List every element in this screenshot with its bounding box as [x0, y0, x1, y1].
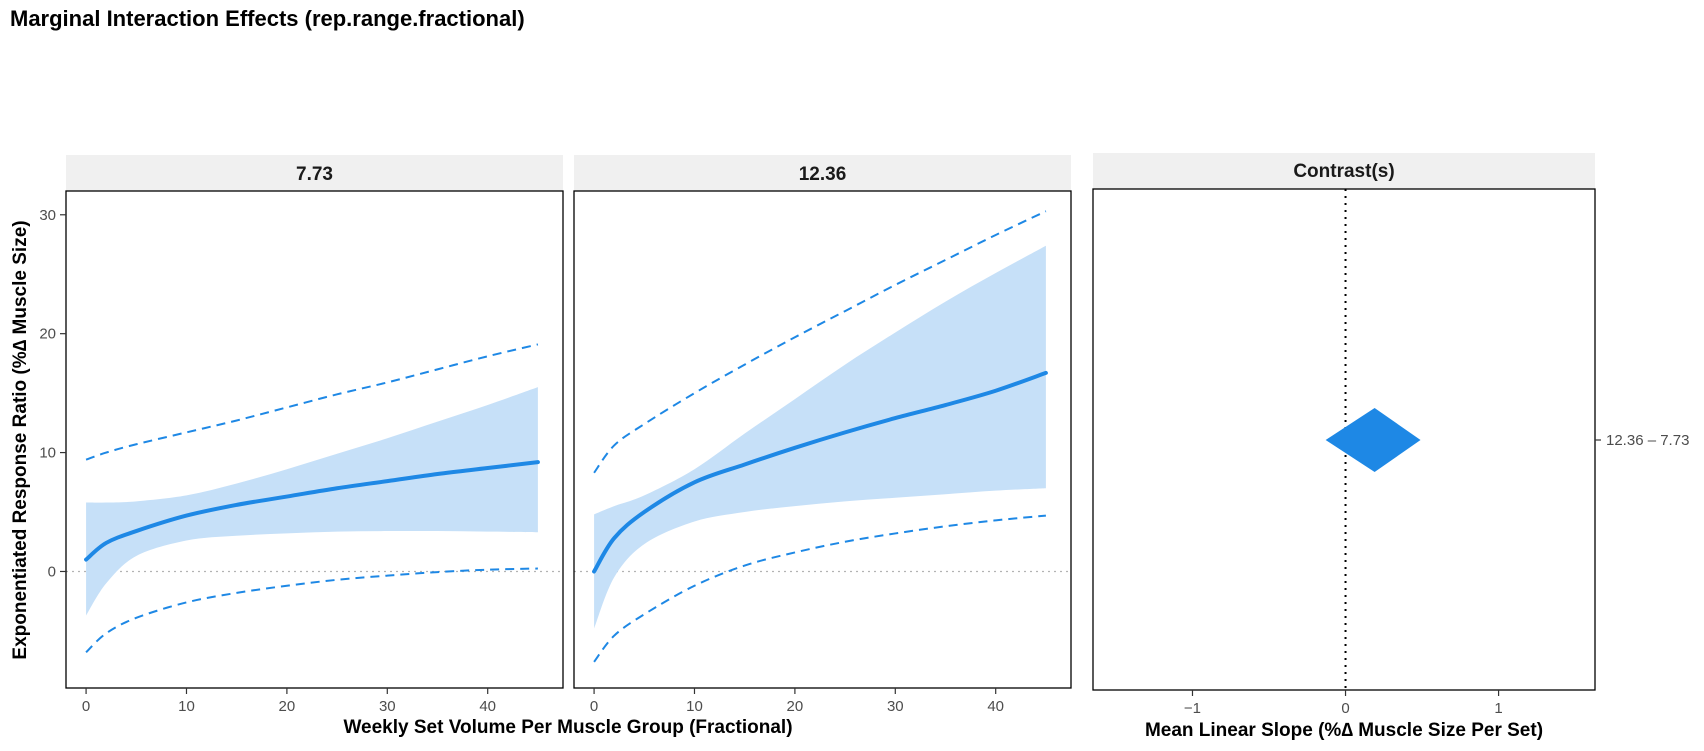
prediction-lower-line [593, 514, 1046, 663]
x-tick-label: 0 [590, 698, 598, 715]
y-axis-title: Exponentiated Response Ratio (%∆ Muscle … [10, 220, 31, 659]
x-tick-label: 10 [178, 698, 195, 715]
contrast-diamond [1325, 408, 1421, 472]
estimate-line [592, 370, 1048, 574]
y-tick-label: 30 [39, 207, 56, 224]
y-tick-label: 0 [48, 563, 56, 580]
panel-1-border [65, 190, 564, 689]
estimate-line [84, 460, 540, 562]
x-tick-label: 1 [1494, 700, 1502, 717]
panel-1-plot-area [66, 343, 563, 654]
x-tick-label: 40 [479, 698, 496, 715]
x-tick-label: 0 [1341, 700, 1349, 717]
x-axis-title-right: Mean Linear Slope (%∆ Muscle Size Per Se… [1145, 720, 1543, 741]
chart-title: Marginal Interaction Effects (rep.range.… [10, 6, 525, 31]
x-tick-label: −1 [1184, 700, 1201, 717]
x-tick-label: 10 [686, 698, 703, 715]
panel-3-strip-label: Contrast(s) [1293, 161, 1394, 182]
panel-2-strip-label: 12.36 [799, 164, 847, 185]
x-tick-label: 20 [787, 698, 804, 715]
y-tick-label: 10 [39, 445, 56, 462]
panel-2-strip [574, 155, 1071, 191]
confidence-ribbon [594, 245, 1046, 629]
confidence-ribbon [86, 387, 538, 616]
x-tick-label: 20 [279, 698, 296, 715]
panel-3-strip [1093, 153, 1595, 189]
panel-3-plot-area [1325, 189, 1421, 690]
contrast-category-label: 12.36 – 7.73 [1606, 432, 1689, 449]
x-tick-label: 40 [987, 698, 1004, 715]
x-tick-label: 30 [887, 698, 904, 715]
panel-2-border [573, 190, 1072, 689]
panel-1-strip [66, 155, 563, 191]
x-tick-label: 30 [379, 698, 396, 715]
prediction-lower-line [85, 567, 538, 654]
y-tick-label: 20 [39, 326, 56, 343]
axis-ticks: 0 10 20 30 40 0 10 20 30 0 10 20 30 40 12.36 – 7.73 −1 0… [39, 207, 1689, 717]
x-axis-title-left: Weekly Set Volume Per Muscle Group (Frac… [343, 717, 792, 738]
panel-1-strip-label: 7.73 [296, 164, 333, 185]
panel-2-plot-area [574, 210, 1071, 663]
prediction-upper-line [85, 343, 539, 461]
x-tick-label: 0 [82, 698, 90, 715]
prediction-upper-line [593, 210, 1047, 474]
